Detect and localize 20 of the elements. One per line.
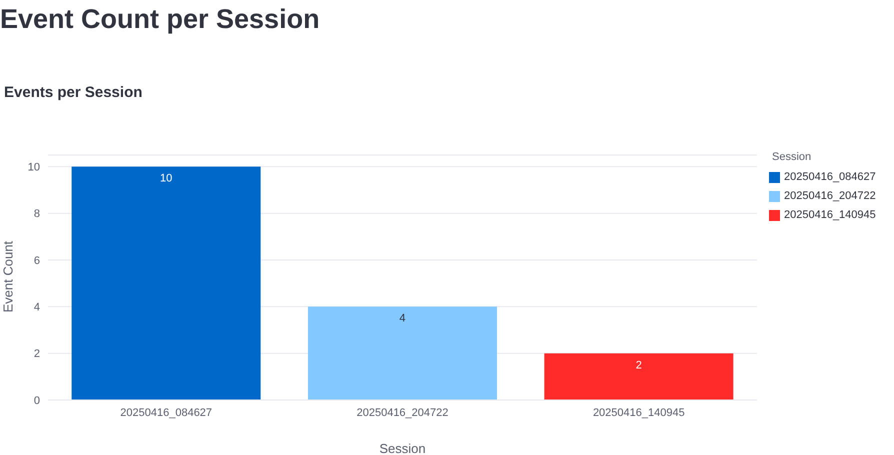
data-label: 4 <box>399 312 406 325</box>
legend-label: 20250416_204722 <box>784 190 876 202</box>
legend-title: Session <box>772 151 812 163</box>
y-tick-label: 2 <box>34 348 40 360</box>
legend-label: 20250416_084627 <box>784 171 876 183</box>
y-tick-label: 8 <box>34 208 40 220</box>
x-tick-label: 20250416_204722 <box>356 406 448 419</box>
data-label: 2 <box>636 359 642 372</box>
chart-subtitle: Events per Session <box>4 84 142 101</box>
y-tick-label: 6 <box>34 254 40 267</box>
legend-label: 20250416_140945 <box>784 209 876 221</box>
y-tick-label: 10 <box>28 162 40 174</box>
x-axis-title: Session <box>379 441 426 455</box>
data-label: 10 <box>160 172 172 185</box>
chart-title: Event Count per Session <box>0 4 320 35</box>
y-tick-label: 0 <box>34 394 40 407</box>
y-tick-label: 4 <box>34 302 40 314</box>
x-tick-label: 20250416_140945 <box>592 406 685 419</box>
y-axis-title: Event Count <box>0 240 16 312</box>
x-tick-label: 20250416_084627 <box>120 406 212 419</box>
